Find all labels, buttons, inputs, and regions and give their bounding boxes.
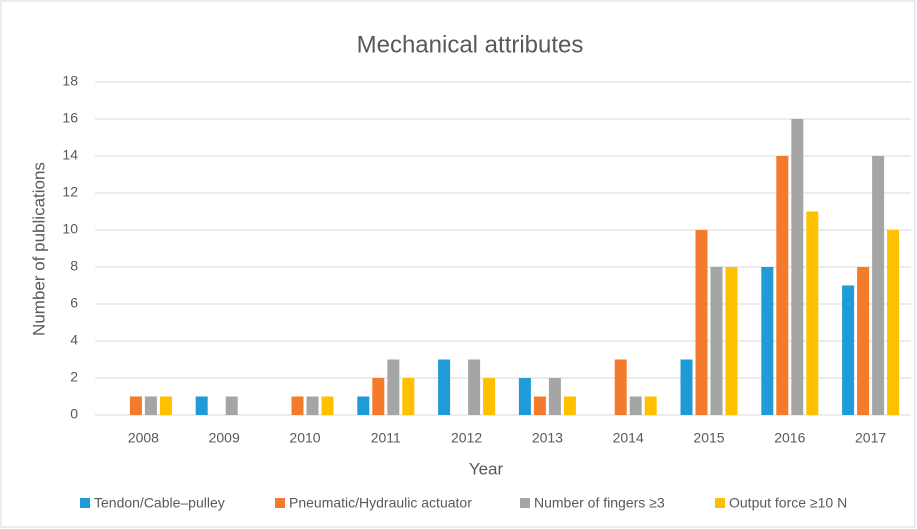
bar — [614, 359, 627, 415]
bar — [695, 230, 708, 415]
y-tick-label: 10 — [62, 221, 78, 237]
legend-swatch — [715, 498, 725, 508]
bar — [776, 156, 789, 415]
y-tick-label: 8 — [70, 258, 78, 274]
chart-title: Mechanical attributes — [357, 31, 584, 58]
bar — [887, 230, 900, 415]
x-tick-label: 2014 — [613, 430, 644, 446]
x-tick-label: 2009 — [209, 430, 240, 446]
bar — [438, 359, 451, 415]
y-tick-label: 12 — [62, 184, 78, 200]
bar — [483, 378, 496, 415]
bar — [291, 396, 304, 415]
y-axis-title: Number of publications — [29, 162, 48, 336]
y-tick-label: 18 — [62, 73, 78, 89]
legend-swatch — [520, 498, 530, 508]
bar — [321, 396, 334, 415]
bar — [533, 396, 546, 415]
x-tick-label: 2012 — [451, 430, 482, 446]
bar — [761, 267, 774, 415]
x-tick-label: 2013 — [532, 430, 563, 446]
bar — [387, 359, 400, 415]
bar — [680, 359, 693, 415]
bar — [518, 378, 531, 415]
x-axis-title: Year — [469, 459, 504, 478]
bar — [629, 396, 642, 415]
x-tick-label: 2016 — [774, 430, 805, 446]
y-tick-label: 0 — [70, 406, 78, 422]
y-tick-label: 2 — [70, 369, 78, 385]
bar — [306, 396, 319, 415]
bar — [357, 396, 370, 415]
x-tick-label: 2010 — [289, 430, 320, 446]
y-tick-label: 16 — [62, 110, 78, 126]
bar — [548, 378, 561, 415]
bar — [225, 396, 238, 415]
bar — [402, 378, 415, 415]
bar — [791, 119, 804, 415]
x-tick-label: 2017 — [855, 430, 886, 446]
legend-label: Tendon/Cable–pulley — [94, 495, 225, 511]
bar — [725, 267, 738, 415]
legend-swatch — [80, 498, 90, 508]
bar — [563, 396, 576, 415]
bar — [872, 156, 885, 415]
bar — [644, 396, 657, 415]
x-tick-label: 2011 — [371, 430, 401, 446]
x-tick-label: 2008 — [128, 430, 159, 446]
bar — [806, 211, 819, 415]
legend-label: Pneumatic/Hydraulic actuator — [289, 495, 472, 511]
x-tick-label: 2015 — [693, 430, 724, 446]
bar — [195, 396, 208, 415]
y-tick-label: 4 — [70, 332, 78, 348]
bar — [842, 285, 855, 415]
bar — [144, 396, 157, 415]
bar — [129, 396, 142, 415]
bar — [372, 378, 385, 415]
bar — [710, 267, 723, 415]
legend-label: Output force ≥10 N — [729, 495, 847, 511]
bar — [159, 396, 172, 415]
y-tick-label: 14 — [62, 147, 78, 163]
y-tick-label: 6 — [70, 295, 78, 311]
bar — [857, 267, 870, 415]
legend-swatch — [275, 498, 285, 508]
legend-label: Number of fingers ≥3 — [534, 495, 665, 511]
bar — [468, 359, 481, 415]
